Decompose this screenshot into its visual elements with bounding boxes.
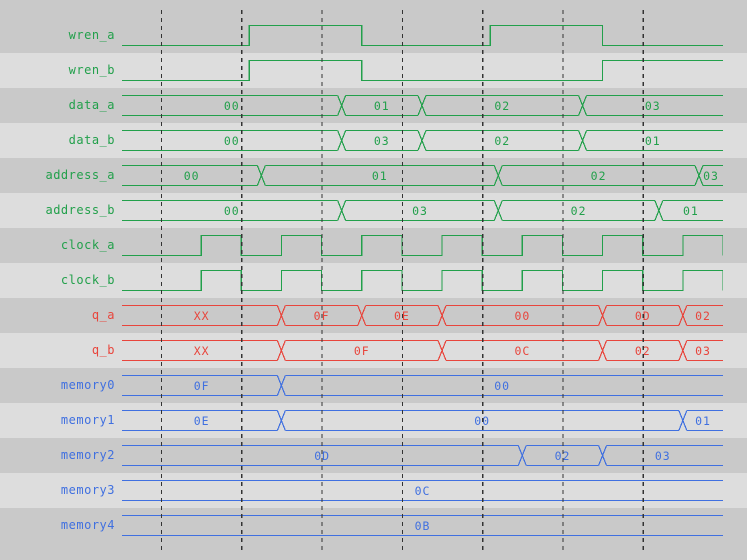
bus-value: 0C [514,343,531,358]
bus-value: 01 [695,413,711,428]
bus-value: 01 [371,168,388,183]
signal-label-q_a: q_a [91,308,115,322]
signal-label-address_b: address_b [45,203,115,217]
signal-label-wren_a: wren_a [68,28,115,42]
signal-label-clock_a: clock_a [60,238,115,252]
waveform-memory4[interactable]: 0B [122,508,724,543]
waveform-address_a[interactable]: 00 01 02 03 [122,158,724,193]
bus-value: 0F [193,378,210,393]
signal-row[interactable]: address_a 00 01 02 03 [0,158,747,193]
bus-value: 03 [412,203,428,218]
bus-value: 01 [644,133,661,148]
bus-value: 02 [554,448,571,463]
signal-row[interactable]: clock_b [0,263,747,298]
signal-row[interactable]: address_b 00 03 02 01 [0,193,747,228]
bus-value: 02 [570,203,587,218]
bus-value: 00 [223,98,240,113]
waveform-q_a[interactable]: XX 0F 0E 00 0D 02 [122,298,724,333]
waveform-memory2[interactable]: 0D 02 03 [122,438,724,473]
signal-label-memory0: memory0 [60,378,115,392]
bus-value: 03 [654,448,671,463]
bus-value: 0B [414,518,431,533]
waveform-clock_a[interactable] [122,228,724,263]
bus-value: 0C [414,483,431,498]
bus-value: XX [193,343,210,358]
signal-row[interactable]: data_a 00 01 02 03 [0,88,747,123]
bus-value: 0F [313,308,330,323]
bus-value: 00 [494,378,511,393]
waveform-q_b[interactable]: XX 0F 0C 02 03 [122,333,724,368]
signal-label-memory2: memory2 [60,448,115,462]
waveform-address_b[interactable]: 00 03 02 01 [122,193,724,228]
signal-label-memory3: memory3 [60,483,115,497]
bus-value: 00 [514,308,531,323]
bus-value: 03 [644,98,661,113]
bus-value: 0D [634,308,651,323]
signal-label-memory1: memory1 [60,413,115,427]
signal-label-memory4: memory4 [60,518,115,532]
bus-value: 0D [314,448,331,463]
signal-row[interactable]: memory1 0E 00 01 [0,403,747,438]
waveform-memory0[interactable]: 0F 00 [122,368,724,403]
waveform-data_b[interactable]: 00 03 02 01 [122,123,724,158]
bus-value: 02 [634,343,651,358]
waveform-wren_b[interactable] [122,53,724,88]
signal-row[interactable]: memory2 0D 02 03 [0,438,747,473]
bus-value: 03 [373,133,390,148]
waveform-data_a[interactable]: 00 01 02 03 [122,88,724,123]
signal-row[interactable]: q_b XX 0F 0C 02 03 [0,333,747,368]
waveform-memory1[interactable]: 0E 00 01 [122,403,724,438]
waveform-clock_b[interactable] [122,263,724,298]
signal-label-data_b: data_b [68,133,115,147]
bus-value: 00 [223,133,240,148]
signal-row[interactable]: memory4 0B [0,508,747,543]
signal-label-wren_b: wren_b [68,63,115,77]
signal-row[interactable]: data_b 00 03 02 01 [0,123,747,158]
bus-value: 0F [353,343,370,358]
signal-row[interactable]: clock_a [0,228,747,263]
bus-value: 00 [474,413,491,428]
signal-label-data_a: data_a [68,98,115,112]
bus-value: 01 [682,203,699,218]
bus-value: 02 [494,133,511,148]
waveform-memory3[interactable]: 0C [122,473,724,508]
signal-row[interactable]: wren_a [0,18,747,53]
bus-value: 0E [393,308,410,323]
bus-value: 00 [183,168,200,183]
waveform-wren_a[interactable] [122,18,724,53]
signal-row[interactable]: memory3 0C [0,473,747,508]
signal-label-address_a: address_a [45,168,115,182]
signal-row[interactable]: q_a XX 0F 0E 00 0D 02 [0,298,747,333]
signal-label-clock_b: clock_b [60,273,115,287]
bus-value: XX [193,308,210,323]
bus-value: 02 [590,168,607,183]
bus-value: 00 [223,203,240,218]
signal-label-q_b: q_b [91,343,115,357]
bus-value: 02 [695,308,711,323]
signal-row[interactable]: wren_b [0,53,747,88]
signal-row[interactable]: memory0 0F 00 [0,368,747,403]
bus-value: 02 [494,98,511,113]
bus-value: 03 [695,343,711,358]
bus-value: 01 [373,98,390,113]
bus-value: 03 [703,168,719,183]
bus-value: 0E [193,413,210,428]
